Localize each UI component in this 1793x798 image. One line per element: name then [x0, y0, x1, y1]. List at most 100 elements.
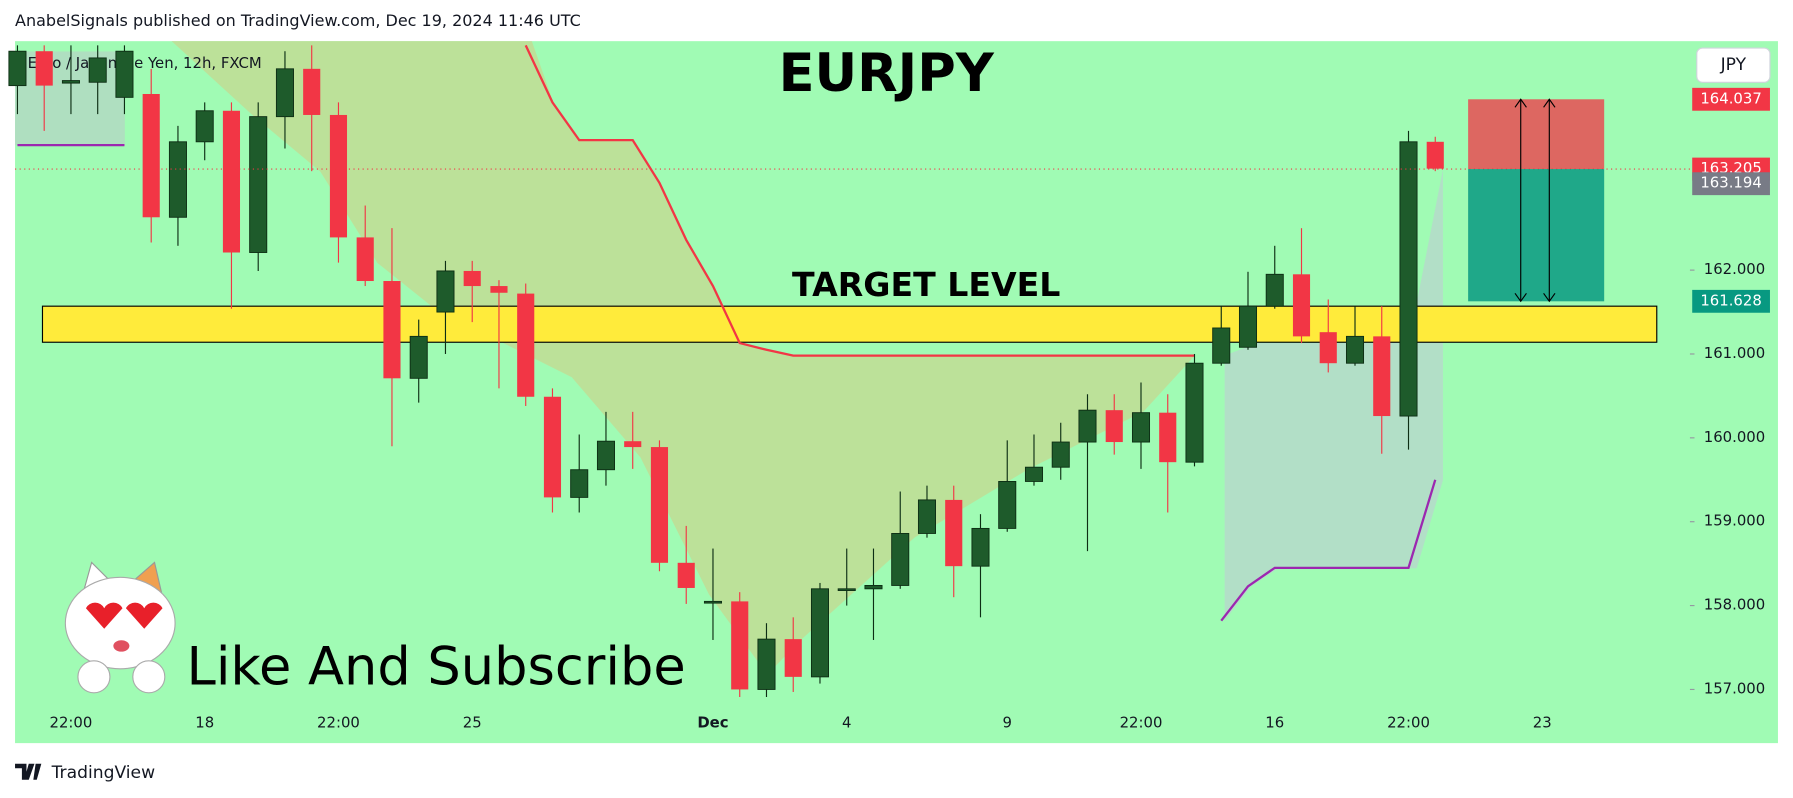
candle-body — [837, 588, 856, 591]
arrow-head — [1514, 292, 1527, 303]
candle-body — [168, 141, 187, 218]
cat-paw — [77, 660, 111, 694]
shade — [1224, 169, 1443, 621]
currency-button[interactable] — [1696, 47, 1771, 83]
candle-body — [1024, 466, 1044, 482]
price-label-box — [1692, 289, 1770, 313]
candle-body — [917, 499, 937, 534]
target-zone-position — [1468, 169, 1605, 302]
candle-body — [1212, 327, 1231, 364]
x-tick-label: 22:00 — [1387, 714, 1430, 732]
candle-body — [115, 50, 134, 98]
y-tick-label: 160.000 — [1704, 428, 1765, 446]
heart-eye — [125, 602, 163, 629]
candle-body — [142, 93, 160, 218]
candle-body — [945, 499, 963, 567]
candle-body — [1159, 412, 1177, 463]
price-label: 164.037 — [1700, 89, 1761, 107]
y-tick-label: 159.000 — [1704, 512, 1765, 530]
indicator-line — [524, 44, 1195, 357]
y-tick-label: 161.000 — [1704, 344, 1765, 362]
indicator-line — [1220, 479, 1437, 622]
candle-body — [784, 639, 802, 677]
candle-body — [1051, 441, 1070, 468]
candle-body — [1185, 362, 1204, 463]
x-tick-label: 25 — [463, 714, 482, 732]
cat-paw — [132, 660, 166, 694]
candle-body — [1399, 141, 1418, 417]
candle-body — [249, 116, 268, 253]
candle-body — [8, 50, 27, 87]
x-tick-label: 22:00 — [1120, 714, 1163, 732]
y-tick-label: 157.000 — [1704, 679, 1765, 697]
x-tick-label: 23 — [1533, 714, 1552, 732]
x-tick-label: 16 — [1265, 714, 1284, 732]
candle-body — [1238, 305, 1258, 348]
candle-body — [1078, 409, 1097, 443]
candle-body — [1319, 332, 1337, 364]
candle-body — [1265, 273, 1284, 307]
publish-header: AnabelSignals published on TradingView.c… — [15, 11, 581, 30]
candle-body — [275, 68, 294, 118]
x-tick-label: 22:00 — [317, 714, 360, 732]
candle-body — [1426, 141, 1444, 169]
cat-mouth — [113, 640, 130, 652]
cat-face — [64, 576, 176, 670]
x-tick-label: 9 — [1003, 714, 1012, 732]
price-label-box — [1692, 87, 1770, 111]
x-tick-label: Dec — [697, 714, 728, 732]
price-label-box — [1692, 172, 1770, 196]
y-tick-label: 162.000 — [1704, 260, 1765, 278]
shade — [171, 41, 1195, 675]
candle-body — [1131, 412, 1151, 443]
candle-body — [1345, 335, 1365, 364]
arrow-head — [1543, 98, 1556, 108]
currency-button-label: JPY — [1720, 55, 1747, 75]
sticker — [64, 561, 176, 694]
candle-body — [810, 588, 829, 678]
x-tick-label: 18 — [195, 714, 214, 732]
candle-body — [650, 447, 669, 563]
candle-body — [703, 600, 722, 604]
candle-body — [436, 270, 455, 313]
x-tick-label: 4 — [842, 714, 851, 732]
price-label: 163.194 — [1700, 174, 1761, 192]
candle-body — [596, 440, 615, 471]
candle-body — [624, 441, 642, 448]
candle-body — [303, 68, 321, 115]
candle-body — [543, 396, 562, 498]
candle-body — [731, 601, 749, 690]
candle-body — [971, 527, 990, 567]
arrow-head — [1514, 98, 1527, 108]
chart-title: EURJPY — [779, 43, 995, 104]
candle-body — [677, 562, 695, 588]
candle-body — [998, 481, 1017, 529]
price-label: 161.628 — [1700, 291, 1761, 309]
candle-body — [517, 293, 535, 397]
x-tick-label: 22:00 — [50, 714, 93, 732]
candle-body — [1292, 274, 1311, 337]
candle-body — [570, 469, 589, 498]
candle-body — [409, 335, 428, 379]
candle-body — [356, 237, 374, 282]
candle-body — [222, 110, 241, 253]
footer-brand: TradingView — [51, 763, 155, 783]
candle-body — [195, 110, 214, 143]
candle-body — [61, 80, 80, 84]
arrow-head — [1543, 292, 1556, 303]
logo — [15, 763, 42, 780]
footer-logo — [15, 763, 42, 780]
target-label: TARGET LEVEL — [792, 265, 1060, 304]
y-tick-label: 158.000 — [1704, 596, 1765, 614]
candle-body — [864, 584, 883, 590]
target-zone — [41, 305, 1658, 343]
candle-body — [1105, 410, 1123, 443]
candle-body — [463, 270, 481, 287]
candle-body — [891, 532, 910, 586]
candle-body — [329, 114, 348, 238]
candle-body — [88, 57, 107, 83]
heart-eye — [85, 602, 123, 629]
stop-zone — [1468, 99, 1605, 170]
candle-body — [490, 286, 508, 293]
